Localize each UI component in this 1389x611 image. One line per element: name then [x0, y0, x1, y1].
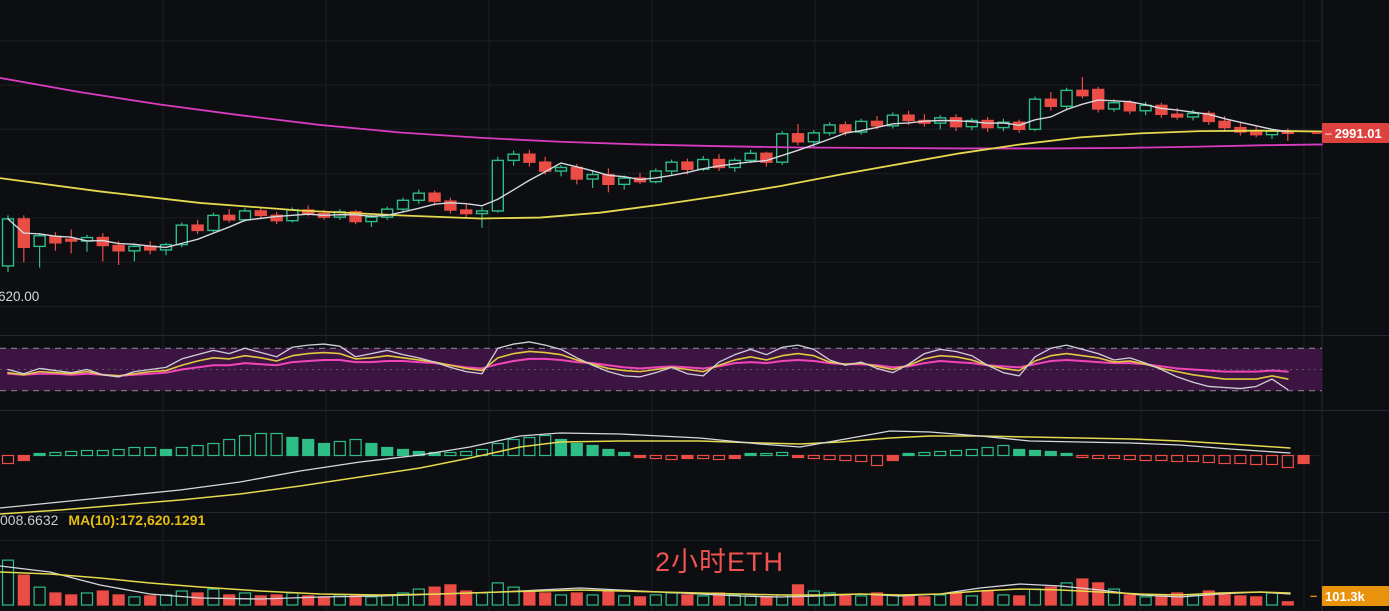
indicator-ma-label: MA(10):172,620.1291: [68, 512, 206, 528]
price-ma-layer: [0, 77, 1323, 249]
last-volume-value: 101.3k: [1325, 588, 1365, 604]
last-price-value: 2991.01: [1334, 125, 1382, 141]
volume-marker-dash: –: [1310, 588, 1318, 603]
last-volume-badge: 101.3k: [1322, 586, 1389, 606]
rsi-lines-layer: [7, 341, 1289, 391]
macd-layer: [0, 430, 1310, 515]
clipped-price-label: 620.00: [0, 289, 40, 304]
candles-layer: [1, 77, 1295, 273]
volume-layer: [0, 559, 1294, 606]
indicator-value: 008.6632: [0, 512, 59, 528]
last-price-badge: –2991.01: [1322, 123, 1389, 143]
volume-indicator-legend: 008.6632 MA(10):172,620.1291: [0, 512, 205, 528]
price-axis[interactable]: 3200.003100.002900.002800.002700.002600.…: [1322, 0, 1389, 611]
timeframe-title: 2小时ETH: [655, 547, 785, 577]
price-marker-dash: –: [1325, 126, 1332, 140]
